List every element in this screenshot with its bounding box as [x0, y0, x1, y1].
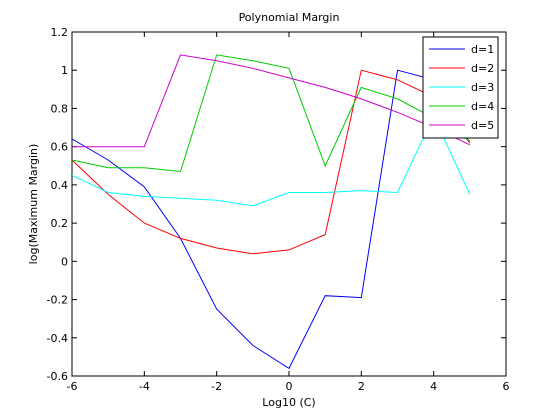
y-tick-label: 0.6 [51, 141, 69, 154]
x-tick-label: -6 [67, 380, 78, 393]
x-tick-label: 6 [503, 380, 510, 393]
axis-ticks: -6 -4 -2 0 2 4 6 -0.6 -0.4 -0.2 0 0.2 0.4 0.6 0.8 1 1.2 [47, 26, 510, 393]
legend-label: d=3 [471, 81, 494, 94]
y-tick-label: -0.2 [47, 294, 68, 307]
series-line-d=1 [71, 69, 471, 370]
x-tick-label: 0 [286, 380, 293, 393]
series-line-d=2 [71, 69, 471, 255]
legend-label: d=5 [471, 119, 494, 132]
x-tick-label: 4 [430, 380, 437, 393]
legend-label: d=2 [471, 62, 494, 75]
y-tick-label: -0.4 [47, 332, 68, 345]
y-tick-label: 0.8 [51, 102, 69, 115]
x-tick-label: 2 [358, 380, 365, 393]
series-line-d=3 [71, 114, 471, 207]
series-line-d=5 [72, 54, 471, 148]
y-tick-label: 1 [61, 64, 68, 77]
series-lines [71, 54, 471, 370]
legend-label: d=1 [471, 43, 494, 56]
y-axis-label: log(Maximum Margin) [27, 144, 40, 265]
chart-title: Polynomial Margin [239, 11, 340, 24]
x-axis-label: Log10 (C) [262, 396, 315, 409]
y-tick-label: 0.2 [51, 217, 69, 230]
series-line-d=4 [71, 54, 471, 173]
y-tick-label: 1.2 [51, 26, 69, 39]
y-tick-label: -0.6 [47, 370, 68, 383]
x-tick-label: -2 [211, 380, 222, 393]
y-tick-label: 0 [61, 255, 68, 268]
legend: d=1 d=2 d=3 d=4 d=5 [422, 36, 499, 139]
x-tick-label: -4 [139, 380, 150, 393]
y-tick-label: 0.4 [51, 179, 69, 192]
legend-label: d=4 [471, 100, 494, 113]
